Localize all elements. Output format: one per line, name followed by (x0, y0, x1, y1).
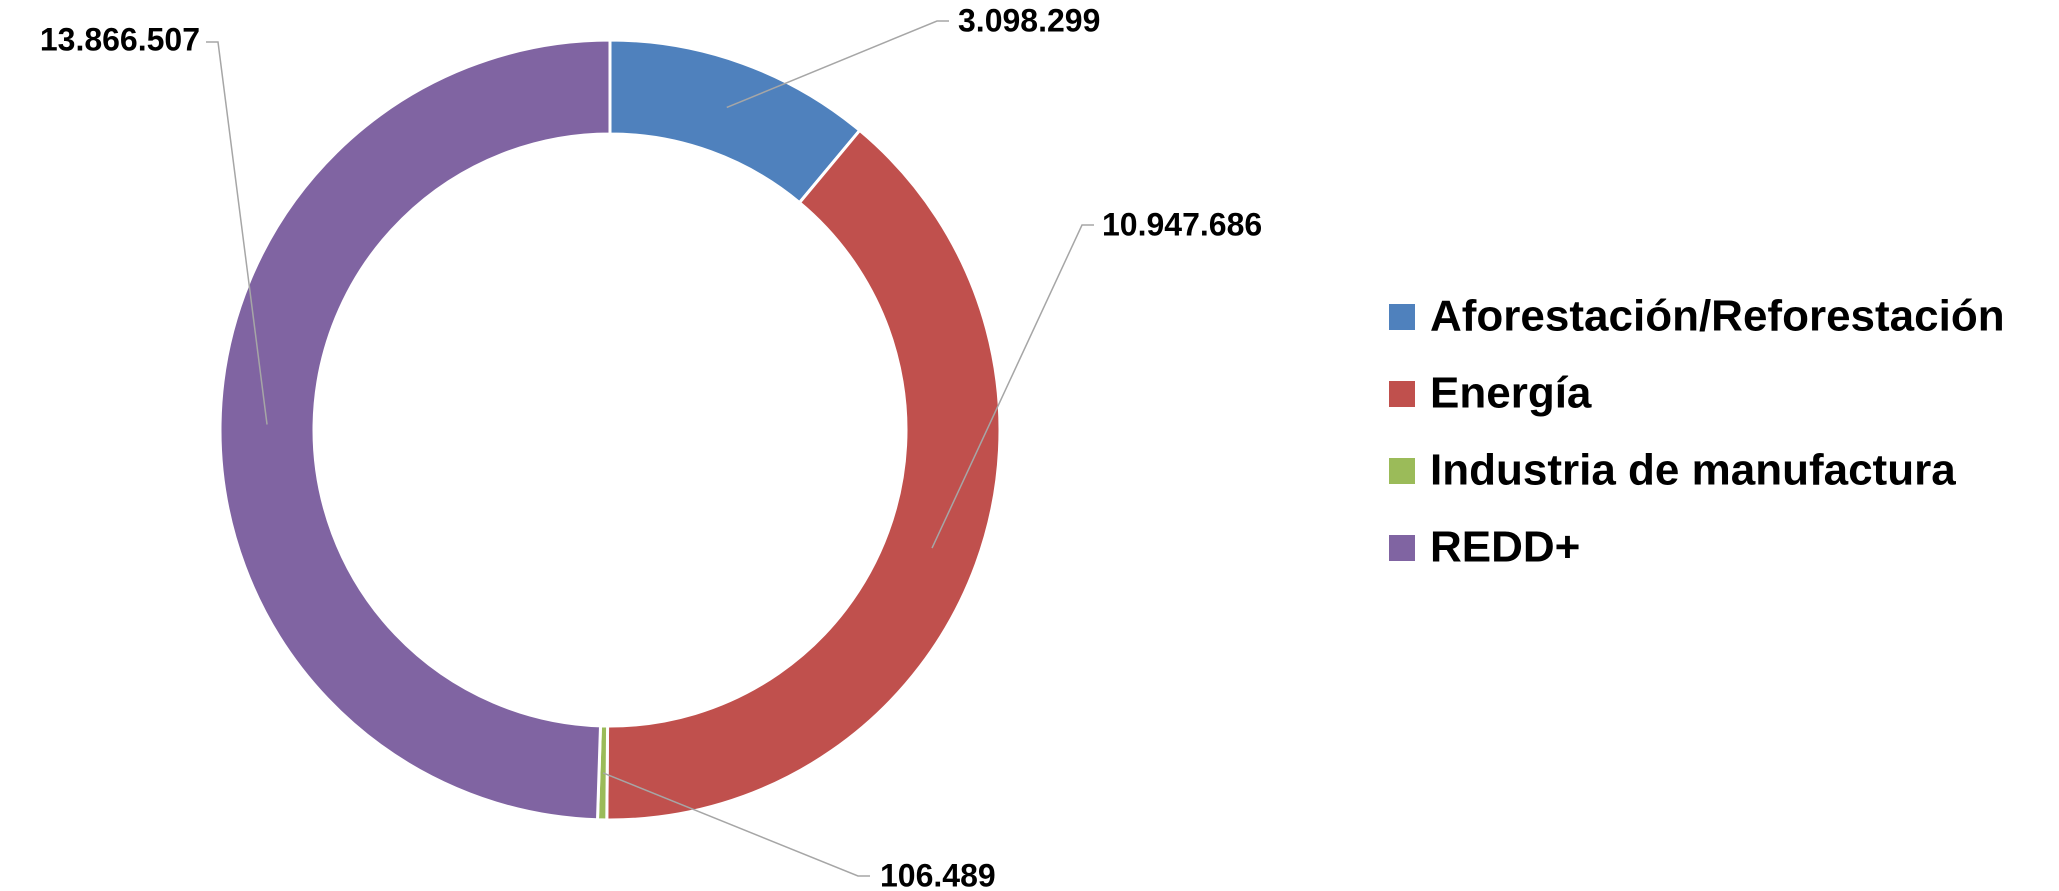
legend-label: Aforestación/Reforestación (1430, 292, 2005, 341)
legend-swatch (1389, 535, 1415, 561)
legend-swatch (1389, 458, 1415, 484)
leader-line (931, 224, 1094, 549)
legend-swatch (1389, 304, 1415, 330)
leader-line (602, 772, 870, 877)
legend-label: Energía (1430, 369, 1592, 418)
legend-label: Industria de manufactura (1430, 446, 1956, 495)
data-label: 10.947.686 (1102, 206, 1262, 242)
donut-slice (218, 38, 612, 822)
leader-line (726, 20, 949, 109)
leader-line (206, 41, 268, 425)
data-label: 3.098.299 (958, 2, 1100, 38)
legend-swatch (1389, 381, 1415, 407)
data-label: 13.866.507 (40, 21, 200, 57)
data-label: 106.489 (880, 857, 996, 891)
legend-label: REDD+ (1430, 523, 1580, 572)
donut-slice (605, 128, 1002, 822)
